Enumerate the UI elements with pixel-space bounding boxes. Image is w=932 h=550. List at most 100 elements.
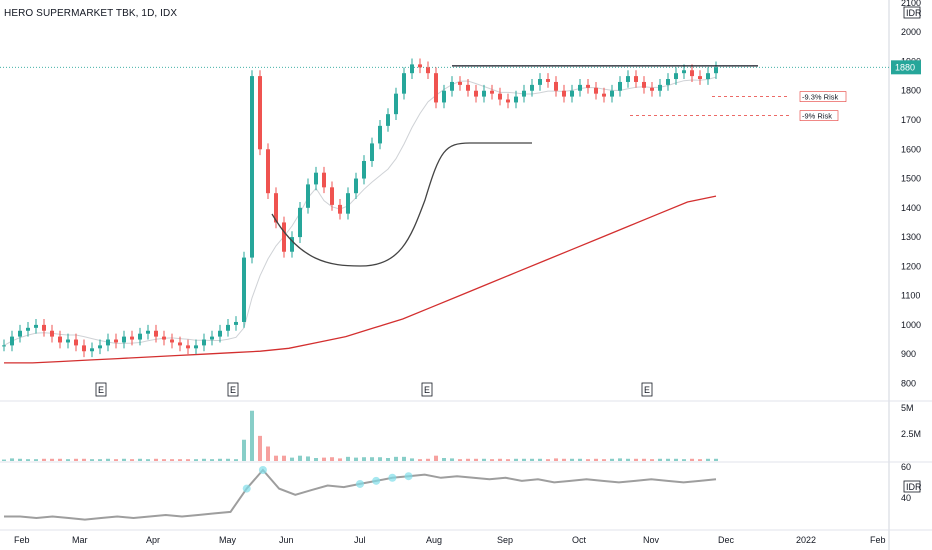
volume-bar bbox=[394, 456, 398, 461]
candle-body bbox=[474, 90, 478, 97]
rsi-currency-badge bbox=[903, 480, 921, 493]
candle-body bbox=[114, 339, 118, 343]
volume-bar bbox=[218, 458, 222, 461]
volume-bar bbox=[626, 458, 630, 461]
candle-body bbox=[482, 90, 486, 97]
candle-body bbox=[674, 73, 678, 80]
volume-bar bbox=[362, 457, 366, 461]
volume-bar bbox=[442, 458, 446, 461]
volume-bar bbox=[322, 457, 326, 461]
candle-body bbox=[458, 81, 462, 85]
price-tick-label: 1200 bbox=[901, 261, 921, 271]
candle-body bbox=[298, 207, 302, 238]
volume-bar bbox=[466, 458, 470, 461]
volume-bar bbox=[130, 459, 134, 461]
volume-bar bbox=[458, 459, 462, 461]
volume-bar bbox=[138, 458, 142, 461]
volume-bars bbox=[2, 410, 718, 461]
volume-bar bbox=[538, 458, 542, 461]
rsi-overbought-marker bbox=[356, 479, 364, 488]
candle-body bbox=[162, 336, 166, 340]
volume-bar bbox=[650, 459, 654, 461]
candle-body bbox=[658, 84, 662, 91]
candles bbox=[2, 58, 718, 358]
rsi-tick-label: 40 bbox=[901, 493, 911, 503]
candle-body bbox=[66, 339, 70, 343]
volume-bar bbox=[490, 459, 494, 461]
volume-bar bbox=[258, 435, 262, 461]
volume-bar bbox=[266, 446, 270, 461]
volume-bar bbox=[306, 456, 310, 461]
candle-body bbox=[74, 339, 78, 346]
volume-bar bbox=[250, 410, 254, 461]
candle-body bbox=[194, 345, 198, 349]
rsi-axis: 40 60 bbox=[901, 462, 911, 503]
volume-bar bbox=[594, 458, 598, 461]
earnings-marker bbox=[641, 382, 653, 397]
time-tick-label: Sep bbox=[497, 535, 513, 545]
price-tick-label: 1300 bbox=[901, 232, 921, 242]
risk-label: -9% Risk bbox=[802, 112, 832, 121]
candle-body bbox=[386, 114, 390, 126]
candle-body bbox=[538, 79, 542, 85]
earnings-marker bbox=[421, 382, 433, 397]
volume-bar bbox=[170, 459, 174, 461]
rsi-line bbox=[4, 466, 717, 521]
volume-bar bbox=[474, 458, 478, 461]
volume-bar bbox=[658, 458, 662, 461]
volume-bar bbox=[338, 458, 342, 461]
volume-bar bbox=[34, 459, 38, 461]
time-tick-label: Nov bbox=[643, 535, 660, 545]
volume-bar bbox=[418, 459, 422, 461]
candle-body bbox=[706, 73, 710, 80]
volume-bar bbox=[178, 459, 182, 461]
volume-bar bbox=[714, 458, 718, 461]
candle-body bbox=[306, 184, 310, 208]
volume-bar bbox=[82, 458, 86, 461]
candle-body bbox=[314, 172, 318, 185]
candle-body bbox=[714, 67, 718, 74]
price-axis: 800 900 1000 1100 1200 1300 1400 1500 1600 1700 18… bbox=[0, 0, 921, 388]
volume-bar bbox=[498, 458, 502, 461]
last-price-label: 1880 bbox=[895, 62, 915, 72]
earnings-label: E bbox=[98, 385, 104, 395]
price-tick-label: 1600 bbox=[901, 144, 921, 154]
volume-bar bbox=[562, 458, 566, 461]
volume-bar bbox=[10, 458, 14, 461]
volume-bar bbox=[194, 459, 198, 461]
volume-bar bbox=[618, 458, 622, 461]
rsi-overbought-marker bbox=[388, 473, 397, 482]
volume-bar bbox=[554, 458, 558, 461]
earnings-marker bbox=[95, 382, 107, 397]
candle-body bbox=[250, 76, 254, 258]
volume-bar bbox=[570, 458, 574, 461]
volume-bar bbox=[674, 458, 678, 461]
candle-body bbox=[450, 81, 454, 91]
price-tick-label: 900 bbox=[901, 349, 916, 359]
volume-bar bbox=[346, 456, 350, 461]
volume-bar bbox=[506, 459, 510, 461]
candle-body bbox=[466, 84, 470, 91]
volume-bar bbox=[522, 458, 526, 461]
risk-badge bbox=[799, 110, 839, 121]
volume-bar bbox=[642, 458, 646, 461]
candle-body bbox=[618, 81, 622, 91]
time-tick-label: Feb bbox=[14, 535, 30, 545]
volume-bar bbox=[186, 459, 190, 461]
ma-long-line bbox=[4, 195, 717, 364]
candle-body bbox=[506, 99, 510, 103]
candle-body bbox=[18, 330, 22, 337]
candle-body bbox=[154, 330, 158, 337]
volume-bar bbox=[298, 455, 302, 461]
volume-bar bbox=[282, 455, 286, 461]
volume-bar bbox=[514, 458, 518, 461]
rsi-overbought-marker bbox=[242, 484, 251, 493]
volume-bar bbox=[682, 459, 686, 461]
rsi-overbought-marker bbox=[258, 466, 267, 474]
candle-body bbox=[26, 327, 30, 331]
candle-body bbox=[698, 76, 702, 80]
price-tick-label: 800 bbox=[901, 378, 916, 388]
candle-body bbox=[226, 324, 230, 331]
volume-bar bbox=[210, 459, 214, 461]
